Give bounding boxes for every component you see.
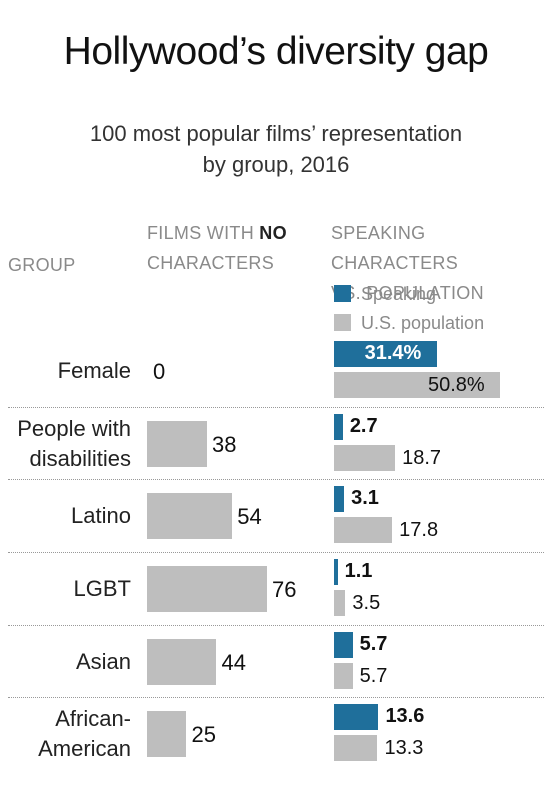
population-value: 17.8 <box>399 519 439 541</box>
speaking-value: 3.1 <box>351 487 379 509</box>
films-bar <box>147 711 187 757</box>
row-separator <box>8 625 544 626</box>
population-bar <box>334 590 346 616</box>
speaking-value: 2.7 <box>349 415 378 437</box>
legend-speaking-label: Speaking <box>361 284 437 304</box>
group-header: GROUP <box>8 255 76 275</box>
speaking-bar <box>334 341 437 367</box>
subtitle-line-1: 100 most popular films’ representation <box>89 121 463 146</box>
films-header-bold: NO <box>259 223 287 243</box>
population-bar <box>334 445 396 471</box>
speaking-header-line-2: VS. POPULATION <box>331 283 484 303</box>
row-label: Asian <box>0 647 131 677</box>
population-value: 50.8% <box>428 374 485 396</box>
population-value: 5.7 <box>359 665 388 687</box>
speaking-header-line-1: SPEAKING CHARACTERS <box>331 223 459 273</box>
films-value: 44 <box>221 650 246 675</box>
films-value: 54 <box>237 504 262 529</box>
row-label: African- American <box>0 704 131 764</box>
speaking-value: 1.1 <box>344 560 373 582</box>
films-header-prefix: FILMS WITH <box>147 223 260 243</box>
row-label-line: Latino <box>71 503 131 528</box>
legend-population: U.S. population <box>334 313 484 334</box>
films-bar <box>147 639 217 685</box>
population-value: 3.5 <box>352 592 381 614</box>
films-value: 25 <box>191 722 216 747</box>
row-label: Female <box>0 356 131 386</box>
films-value: 76 <box>272 577 297 602</box>
speaking-bar <box>334 632 353 658</box>
row-label-line: LGBT <box>73 576 131 601</box>
chart-title: Hollywood’s diversity gap <box>63 30 489 73</box>
speaking-bar <box>334 414 343 440</box>
films-bar <box>147 566 267 612</box>
speaking-value: 13.6 <box>385 705 425 727</box>
legend-population-label: U.S. population <box>361 313 485 333</box>
speaking-value: 5.7 <box>359 633 388 655</box>
row-separator <box>8 407 544 408</box>
films-value: 0 <box>153 359 166 384</box>
row-label: Latino <box>0 501 131 531</box>
row-label-line: African- <box>55 706 131 731</box>
row-separator <box>8 552 544 553</box>
chart-subtitle: 100 most popular films’ representation b… <box>0 118 552 180</box>
population-value: 13.3 <box>384 737 424 759</box>
row-separator <box>8 479 544 480</box>
speaking-value: 31.4% <box>364 342 422 364</box>
subtitle-line-2: by group, 2016 <box>202 152 350 177</box>
population-bar <box>334 735 378 761</box>
speaking-bar <box>334 559 338 585</box>
speaking-bar <box>334 704 379 730</box>
population-bar <box>334 517 393 543</box>
row-label-line: Asian <box>75 649 131 674</box>
legend-speaking-swatch <box>334 285 351 302</box>
row-label-line: Female <box>57 358 131 383</box>
legend-speaking: Speaking <box>334 284 436 305</box>
population-value: 18.7 <box>402 447 442 469</box>
films-bar <box>147 493 233 539</box>
row-label: LGBT <box>0 574 131 604</box>
films-header-line-1: FILMS WITH NO <box>147 218 287 248</box>
row-separator <box>8 697 544 698</box>
legend-population-swatch <box>334 314 351 331</box>
films-bar <box>147 421 207 467</box>
speaking-header: SPEAKING CHARACTERS VS. POPULATION <box>331 218 552 308</box>
row-label-line: American <box>38 736 131 761</box>
films-header-line-2: CHARACTERS <box>147 253 275 273</box>
population-bar <box>334 372 500 398</box>
row-label-line: disabilities <box>29 446 132 471</box>
row-label-line: People with <box>17 416 131 441</box>
speaking-bar <box>334 486 345 512</box>
films-header: FILMS WITH NO CHARACTERS <box>147 218 287 278</box>
population-bar <box>334 663 353 689</box>
films-value: 38 <box>212 432 237 457</box>
row-label: People with disabilities <box>0 414 131 474</box>
